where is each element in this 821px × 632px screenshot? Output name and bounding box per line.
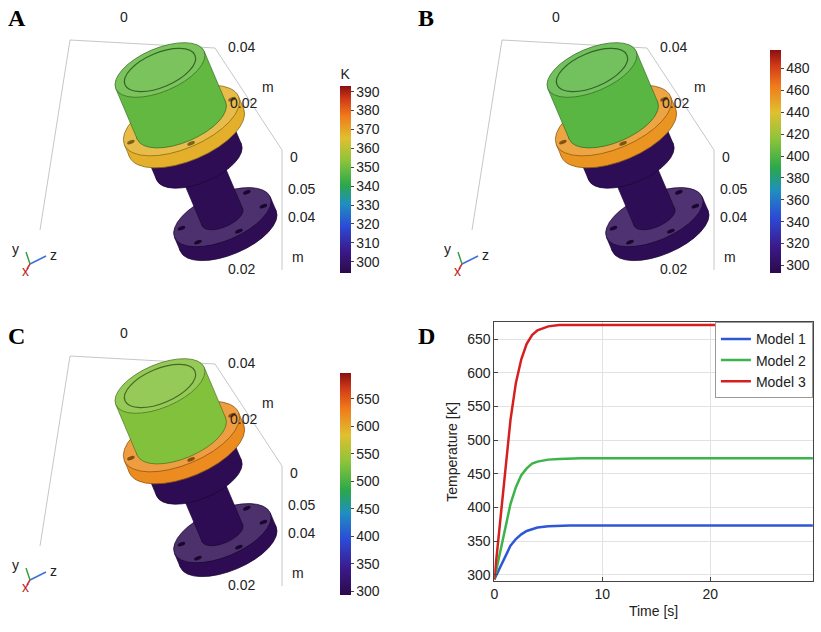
svg-text:Time [s]: Time [s] bbox=[629, 603, 678, 619]
svg-text:0.04: 0.04 bbox=[720, 209, 747, 225]
svg-text:400: 400 bbox=[786, 148, 810, 164]
svg-text:0.04: 0.04 bbox=[228, 355, 255, 371]
svg-text:600: 600 bbox=[356, 418, 380, 434]
svg-text:A: A bbox=[8, 5, 26, 31]
svg-text:0.04: 0.04 bbox=[288, 209, 315, 225]
svg-text:380: 380 bbox=[786, 170, 810, 186]
svg-text:0.04: 0.04 bbox=[228, 39, 255, 55]
svg-text:z: z bbox=[482, 247, 489, 263]
svg-text:0.02: 0.02 bbox=[230, 411, 257, 427]
svg-text:m: m bbox=[724, 249, 736, 265]
svg-text:0.02: 0.02 bbox=[228, 261, 255, 277]
svg-text:K: K bbox=[340, 66, 350, 82]
svg-text:310: 310 bbox=[356, 235, 380, 251]
svg-text:0: 0 bbox=[120, 9, 128, 25]
svg-text:z: z bbox=[50, 247, 57, 263]
svg-text:550: 550 bbox=[467, 398, 491, 414]
svg-text:500: 500 bbox=[467, 432, 491, 448]
svg-text:m: m bbox=[292, 565, 304, 581]
svg-text:y: y bbox=[12, 557, 19, 573]
svg-text:360: 360 bbox=[356, 140, 380, 156]
svg-text:320: 320 bbox=[356, 216, 380, 232]
svg-text:B: B bbox=[418, 5, 434, 31]
svg-text:D: D bbox=[418, 323, 435, 349]
svg-text:y: y bbox=[12, 241, 19, 257]
svg-text:m: m bbox=[292, 249, 304, 265]
svg-text:Model 3: Model 3 bbox=[756, 374, 806, 390]
svg-text:450: 450 bbox=[356, 501, 380, 517]
svg-text:360: 360 bbox=[786, 192, 810, 208]
svg-text:390: 390 bbox=[356, 84, 380, 100]
svg-text:0.05: 0.05 bbox=[288, 181, 315, 197]
svg-text:420: 420 bbox=[786, 126, 810, 142]
svg-text:0.04: 0.04 bbox=[288, 525, 315, 541]
svg-text:380: 380 bbox=[356, 102, 380, 118]
svg-text:x: x bbox=[22, 263, 29, 279]
svg-text:480: 480 bbox=[786, 60, 810, 76]
svg-text:400: 400 bbox=[356, 528, 380, 544]
svg-text:0.02: 0.02 bbox=[228, 577, 255, 593]
svg-text:330: 330 bbox=[356, 197, 380, 213]
svg-text:500: 500 bbox=[356, 473, 380, 489]
svg-text:0.02: 0.02 bbox=[230, 95, 257, 111]
svg-text:300: 300 bbox=[786, 257, 810, 273]
svg-text:350: 350 bbox=[356, 556, 380, 572]
svg-text:0: 0 bbox=[552, 9, 560, 25]
svg-text:440: 440 bbox=[786, 104, 810, 120]
svg-text:y: y bbox=[444, 241, 451, 257]
svg-text:x: x bbox=[454, 263, 461, 279]
svg-text:0: 0 bbox=[120, 325, 128, 341]
svg-text:C: C bbox=[8, 323, 25, 349]
svg-text:0.05: 0.05 bbox=[720, 181, 747, 197]
svg-text:20: 20 bbox=[703, 586, 719, 602]
svg-text:0.04: 0.04 bbox=[660, 39, 687, 55]
svg-text:0: 0 bbox=[290, 465, 298, 481]
svg-text:10: 10 bbox=[595, 586, 611, 602]
svg-text:300: 300 bbox=[356, 583, 380, 599]
svg-text:Model 1: Model 1 bbox=[756, 331, 806, 347]
svg-text:550: 550 bbox=[356, 446, 380, 462]
svg-text:Temperature [K]: Temperature [K] bbox=[444, 402, 460, 502]
svg-text:0.02: 0.02 bbox=[660, 261, 687, 277]
svg-text:350: 350 bbox=[356, 159, 380, 175]
svg-text:300: 300 bbox=[356, 254, 380, 270]
svg-text:350: 350 bbox=[467, 533, 491, 549]
svg-text:Model 2: Model 2 bbox=[756, 353, 806, 369]
svg-text:0.05: 0.05 bbox=[288, 497, 315, 513]
svg-text:320: 320 bbox=[786, 235, 810, 251]
svg-text:340: 340 bbox=[356, 178, 380, 194]
svg-text:0: 0 bbox=[490, 586, 498, 602]
svg-text:m: m bbox=[262, 79, 274, 95]
svg-text:0: 0 bbox=[290, 149, 298, 165]
svg-text:370: 370 bbox=[356, 121, 380, 137]
svg-text:450: 450 bbox=[467, 466, 491, 482]
svg-text:x: x bbox=[22, 579, 29, 595]
svg-text:340: 340 bbox=[786, 214, 810, 230]
svg-text:m: m bbox=[694, 79, 706, 95]
svg-text:650: 650 bbox=[356, 391, 380, 407]
svg-text:650: 650 bbox=[467, 331, 491, 347]
svg-text:z: z bbox=[50, 563, 57, 579]
svg-text:460: 460 bbox=[786, 82, 810, 98]
svg-text:0: 0 bbox=[722, 149, 730, 165]
svg-text:400: 400 bbox=[467, 499, 491, 515]
svg-text:m: m bbox=[262, 395, 274, 411]
svg-text:300: 300 bbox=[467, 567, 491, 583]
svg-text:0.02: 0.02 bbox=[662, 95, 689, 111]
svg-text:600: 600 bbox=[467, 365, 491, 381]
